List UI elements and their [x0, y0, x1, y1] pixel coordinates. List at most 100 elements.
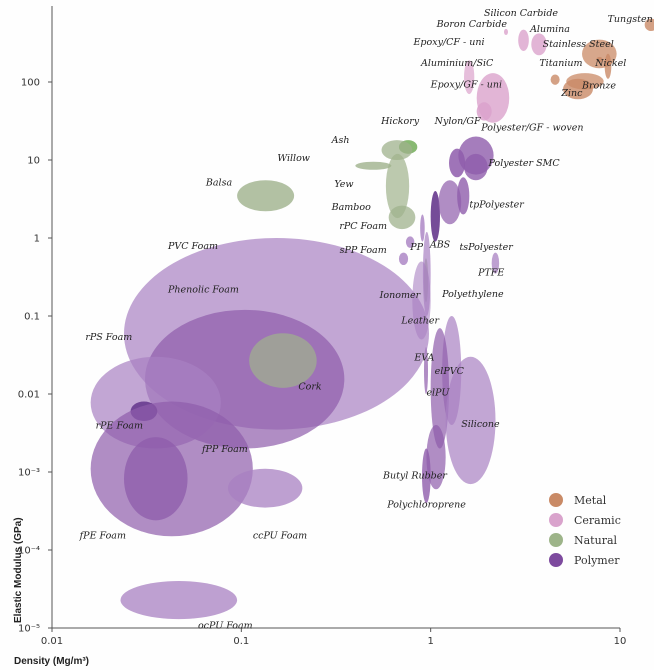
label-pvc-foam: PVC Foam	[167, 241, 218, 252]
region-fpe-foam	[123, 437, 188, 521]
label-ccpu-foam: ccPU Foam	[253, 531, 307, 542]
x-tick-label: 10	[614, 636, 627, 647]
region-zinc	[563, 78, 593, 100]
legend-label-polymer: Polymer	[574, 554, 620, 567]
region-stainless-steel	[596, 56, 603, 63]
label-ionomer: Ionomer	[379, 290, 422, 301]
axes	[51, 6, 620, 629]
region-alumina	[531, 33, 547, 56]
label-bamboo: Bamboo	[331, 202, 371, 213]
label-stainless-steel: Stainless Steel	[543, 39, 614, 50]
y-tick-label: 0.01	[18, 390, 40, 401]
label-balsa: Balsa	[205, 178, 233, 189]
label-nylon-gf: Nylon/GF	[434, 116, 481, 127]
legend-swatch-polymer	[549, 553, 563, 567]
region-bamboo	[388, 205, 416, 230]
label-cork: Cork	[298, 381, 322, 392]
label-rpc-foam: rPC Foam	[339, 221, 387, 232]
region-boron-carbide	[503, 28, 508, 36]
label-polyester-smc: Polyester SMC	[487, 158, 560, 169]
y-tick-label: 100	[21, 78, 40, 89]
region-ptfe	[491, 252, 500, 274]
label-rps-foam: rPS Foam	[85, 332, 132, 343]
label-elpvc: elPVC	[435, 366, 465, 377]
label-butyl-rubber: Butyl Rubber	[382, 471, 448, 482]
y-tick-label: 10⁻³	[18, 468, 40, 479]
x-tick-label: 1	[427, 636, 433, 647]
region-willow	[355, 161, 392, 170]
label-ocpu-foam: ocPU Foam	[198, 621, 253, 632]
x-tick-label: 0.1	[233, 636, 249, 647]
label-tspolyester: tsPolyester	[459, 242, 514, 253]
region-silicone	[445, 356, 496, 485]
legend-swatch-metal	[549, 493, 563, 507]
y-tick-label: 10⁻⁵	[18, 624, 40, 635]
region-balsa	[237, 180, 295, 212]
region-polyester-smc	[464, 153, 488, 181]
region-ocpu-foam	[120, 581, 238, 620]
label-silicone: Silicone	[461, 419, 500, 430]
label-epoxy-gf-uni: Epoxy/GF - uni	[430, 80, 502, 91]
region-rpc-foam	[405, 236, 415, 248]
label-zinc: Zinc	[560, 88, 583, 99]
label-alumina: Alumina	[529, 24, 570, 35]
label-polyethylene: Polyethylene	[441, 289, 504, 300]
label-ptfe: PTFE	[477, 268, 504, 279]
region-yew	[385, 153, 410, 219]
label-pp: PP	[409, 242, 423, 253]
label-abs: ABS	[429, 239, 451, 250]
label-silicon-carbide: Silicon Carbide	[484, 8, 558, 19]
material-regions	[90, 18, 654, 620]
region-titanium	[550, 74, 560, 85]
x-tick-label: 0.01	[41, 636, 63, 647]
y-tick-label: 1	[34, 234, 40, 245]
label-eva: EVA	[413, 352, 434, 363]
label-nickel: Nickel	[594, 58, 626, 69]
label-rpe-foam: rPE Foam	[96, 421, 143, 432]
y-tick-label: 10⁻⁴	[18, 546, 40, 557]
label-fpp-foam: fPP Foam	[201, 444, 248, 455]
label-tungsten-carbide: Tungsten Carbide	[608, 14, 654, 25]
y-tick-label: 0.1	[24, 312, 40, 323]
region-ash	[381, 140, 413, 160]
region-polychloroprene	[426, 425, 446, 490]
label-aluminium-sic: Aluminium/SiC	[420, 58, 494, 69]
region-abs	[430, 191, 440, 242]
label-bronze: Bronze	[581, 81, 616, 92]
region-tspolyester	[438, 180, 462, 225]
region-cork	[249, 333, 317, 388]
label-titanium: Titanium	[539, 58, 582, 69]
label-polychloroprene: Polychloroprene	[386, 500, 466, 511]
region-epoxy-cf-uni	[464, 60, 475, 95]
y-tick-label: 10	[27, 156, 40, 167]
y-axis-title: Elastic Modulus (GPa)	[13, 517, 24, 623]
region-tungsten-carbide	[644, 18, 654, 32]
legend-label-metal: Metal	[574, 494, 607, 507]
region-pp	[420, 214, 425, 242]
legend-label-natural: Natural	[574, 534, 618, 547]
label-leather: Leather	[400, 316, 440, 327]
region-epoxy-gf-uni	[476, 102, 492, 121]
label-epoxy-cf-uni: Epoxy/CF - uni	[412, 37, 484, 48]
label-phenolic-foam: Phenolic Foam	[167, 285, 239, 296]
region-ccpu-foam	[227, 468, 303, 508]
label-yew: Yew	[334, 179, 353, 190]
region-nickel	[604, 53, 612, 79]
label-spp-foam: sPP Foam	[340, 245, 387, 256]
region-spp-foam	[398, 252, 409, 266]
label-hickory: Hickory	[380, 116, 420, 127]
label-ash: Ash	[331, 135, 350, 146]
region-eva	[424, 347, 429, 394]
label-willow: Willow	[277, 153, 310, 164]
label-fpe-foam: fPE Foam	[79, 531, 126, 542]
label-polyester-gf-woven: Polyester/GF - woven	[480, 122, 583, 133]
legend: Metal Ceramic Natural Polymer	[549, 493, 621, 567]
label-tppolyester: tpPolyester	[469, 200, 525, 211]
legend-label-ceramic: Ceramic	[574, 514, 621, 527]
label-boron-carbide: Boron Carbide	[436, 19, 508, 30]
legend-swatch-ceramic	[549, 513, 563, 527]
axis-ticks: 0.01 0.1 1 10 100 10 1 0.1 0.01 10⁻³ 10⁻⁴ 10⁻⁵	[18, 78, 627, 648]
region-silicon-carbide	[518, 29, 529, 51]
